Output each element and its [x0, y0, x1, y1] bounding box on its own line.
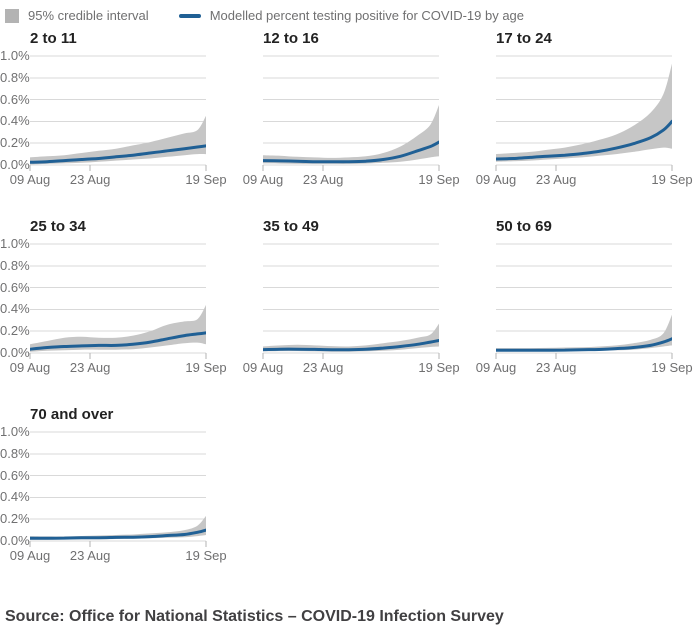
modelled-positivity-line — [263, 339, 439, 352]
y-axis-tick-label: 0.4% — [0, 113, 30, 129]
x-axis-tick-label: 19 Sep — [185, 172, 227, 187]
modelled-positivity-line — [30, 528, 206, 540]
small-multiples-grid: 2 to 11 0.0% 0.2% 0.4% 0.6% 0.8% 1.0% 09 Aug 23 … — [0, 28, 693, 592]
y-axis-tick-label: 0.6% — [0, 467, 30, 483]
y-axis-tick-label: 0.0% — [0, 345, 30, 360]
x-axis-tick-label: 23 Aug — [69, 548, 111, 563]
y-axis-tick-label: 0.0% — [0, 157, 30, 172]
modelled-positivity-line — [30, 144, 206, 164]
chart-panel: 70 and over 0.0% 0.2% 0.4% 0.6% 0.8% 1.0% 09 Au… — [0, 404, 231, 592]
chart-panel: 25 to 34 0.0% 0.2% 0.4% 0.6% 0.8% 1.0% 09 Aug 23… — [0, 216, 231, 404]
y-axis-tick-label: 1.0% — [0, 236, 30, 251]
panel-title: 70 and over — [30, 406, 114, 423]
x-axis-tick-label: 23 Aug — [302, 360, 344, 375]
x-axis-tick-label: 23 Aug — [69, 360, 111, 375]
panel-plot-area — [262, 243, 440, 359]
y-axis-tick-label: 0.0% — [0, 533, 30, 548]
x-axis-tick-label: 09 Aug — [242, 172, 284, 187]
panel-plot-area — [29, 243, 207, 359]
x-axis-tick-label: 09 Aug — [9, 360, 51, 375]
modelled-positivity-line — [496, 119, 672, 161]
credible-interval-band — [30, 515, 206, 540]
y-axis-tick-label: 1.0% — [0, 424, 30, 439]
chart-panel: 50 to 69 09 Aug 23 Aug 19 Sep — [466, 216, 693, 404]
panel-title: 35 to 49 — [263, 218, 319, 235]
panel-plot-area — [29, 55, 207, 171]
chart-panel: 35 to 49 09 Aug 23 Aug 19 Sep — [233, 216, 464, 404]
y-axis-tick-label: 0.4% — [0, 489, 30, 505]
credible-interval-legend-label: 95% credible interval — [28, 8, 149, 23]
x-axis-tick-label: 19 Sep — [418, 360, 460, 375]
modelled-positivity-line — [496, 337, 672, 352]
chart-panel: 12 to 16 09 Aug 23 Aug 19 Sep — [233, 28, 464, 216]
x-axis-tick-label: 23 Aug — [69, 172, 111, 187]
panel-plot-area — [495, 55, 673, 171]
y-axis-tick-label: 0.2% — [0, 135, 30, 151]
panel-plot-area — [495, 243, 673, 359]
x-axis-tick-label: 09 Aug — [9, 548, 51, 563]
x-axis-tick-label: 19 Sep — [185, 548, 227, 563]
y-axis-tick-label: 0.8% — [0, 69, 30, 85]
y-axis-tick-label: 0.2% — [0, 511, 30, 527]
y-axis-tick-label: 0.6% — [0, 279, 30, 295]
panel-title: 50 to 69 — [496, 218, 552, 235]
panel-title: 25 to 34 — [30, 218, 86, 235]
credible-interval-band — [263, 323, 439, 352]
panel-plot-area — [29, 431, 207, 547]
modelled-line-swatch-icon — [178, 13, 201, 18]
credible-interval-band — [496, 63, 672, 162]
x-axis-tick-label: 23 Aug — [535, 360, 577, 375]
x-axis-tick-label: 19 Sep — [185, 360, 227, 375]
x-axis-tick-label: 09 Aug — [475, 172, 517, 187]
chart-panel: 2 to 11 0.0% 0.2% 0.4% 0.6% 0.8% 1.0% 09 Aug 23 … — [0, 28, 231, 216]
credible-interval-swatch-icon — [5, 8, 19, 23]
credible-interval-band — [263, 105, 439, 164]
x-axis-tick-label: 19 Sep — [651, 172, 693, 187]
modelled-positivity-line — [263, 140, 439, 164]
modelled-positivity-line — [30, 331, 206, 351]
y-axis-tick-label: 0.4% — [0, 301, 30, 317]
y-axis-tick-label: 1.0% — [0, 48, 30, 63]
y-axis-tick-label: 0.2% — [0, 323, 30, 339]
panel-title: 17 to 24 — [496, 30, 552, 47]
x-axis-tick-label: 09 Aug — [475, 360, 517, 375]
modelled-line-legend-label: Modelled percent testing positive for CO… — [209, 8, 525, 23]
chart-legend: 95% credible interval Modelled percent t… — [0, 0, 693, 24]
x-axis-tick-label: 19 Sep — [651, 360, 693, 375]
x-axis-tick-label: 23 Aug — [302, 172, 344, 187]
x-axis-tick-label: 09 Aug — [9, 172, 51, 187]
source-text: Source: Office for National Statistics –… — [5, 608, 504, 625]
panel-title: 2 to 11 — [30, 30, 77, 47]
panel-title: 12 to 16 — [263, 30, 319, 47]
y-axis-tick-label: 0.8% — [0, 257, 30, 273]
chart-panel: 17 to 24 09 Aug 23 Aug 19 Sep — [466, 28, 693, 216]
panel-plot-area — [262, 55, 440, 171]
x-axis-tick-label: 19 Sep — [418, 172, 460, 187]
y-axis-tick-label: 0.6% — [0, 91, 30, 107]
x-axis-tick-label: 23 Aug — [535, 172, 577, 187]
x-axis-tick-label: 09 Aug — [242, 360, 284, 375]
y-axis-tick-label: 0.8% — [0, 445, 30, 461]
